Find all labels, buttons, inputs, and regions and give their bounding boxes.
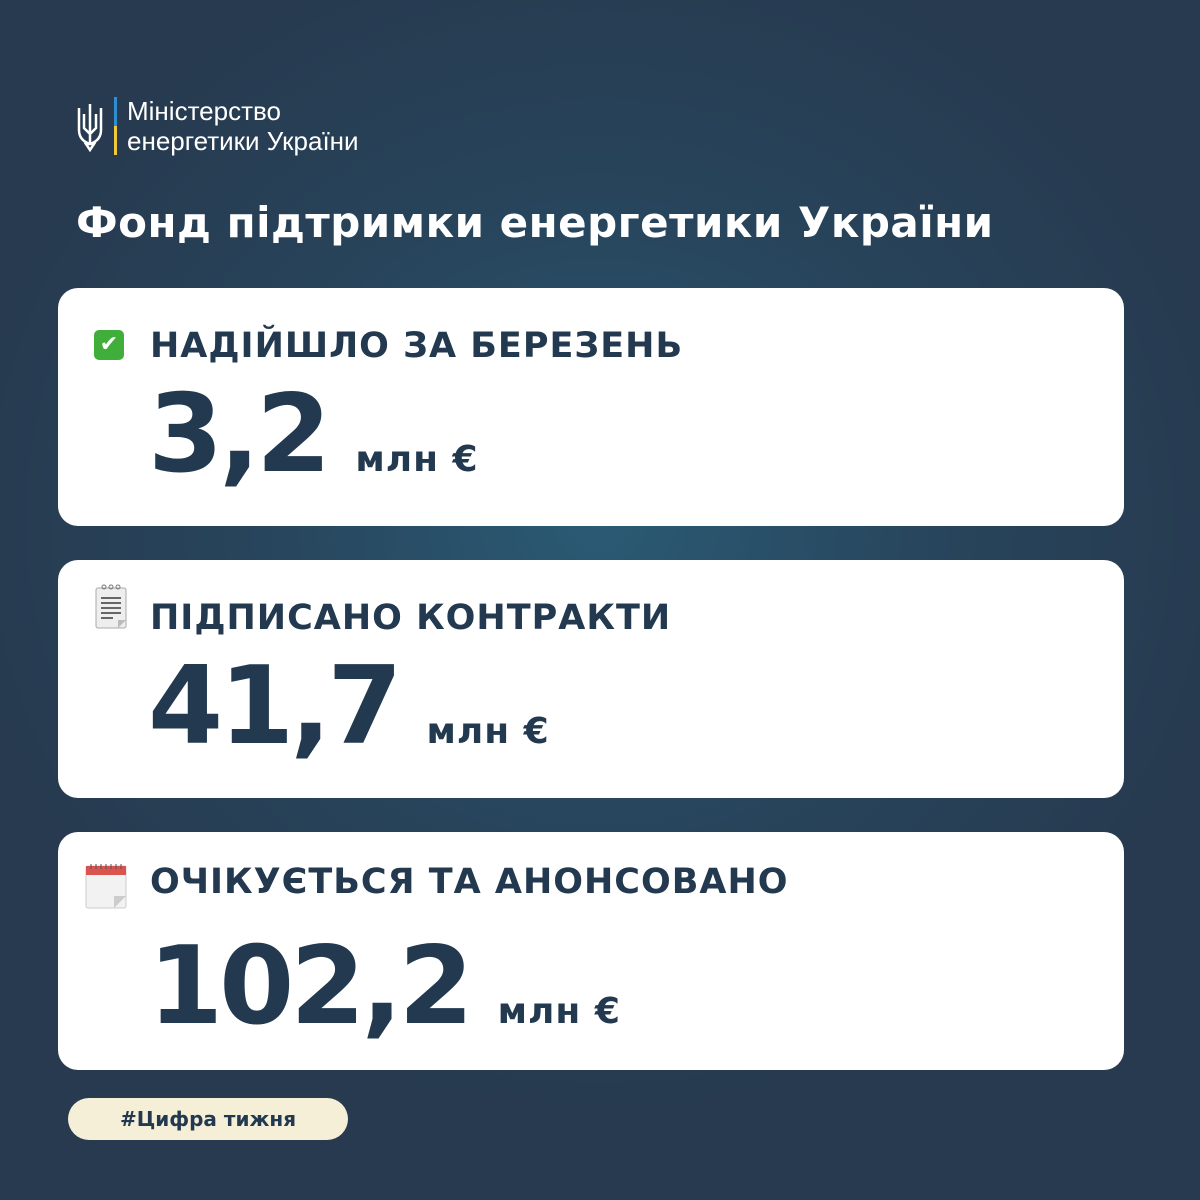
trident-icon: [77, 104, 103, 152]
card-value-row: 41,7 млн €: [148, 642, 550, 797]
card-value: 102,2: [148, 924, 474, 1049]
hashtag-badge: #Цифра тижня: [68, 1098, 348, 1140]
card-contracts: ПІДПИСАНО КОНТРАКТИ 41,7 млн €: [58, 560, 1124, 798]
card-label: ОЧІКУЄТЬСЯ ТА АНОНСОВАНО: [150, 862, 789, 902]
ministry-logo: Міністерство енергетики України: [76, 96, 359, 156]
flag-divider: [114, 97, 117, 155]
card-value-row: 102,2 млн €: [148, 922, 621, 1077]
card-received: ✔ НАДІЙШЛО ЗА БЕРЕЗЕНЬ 3,2 млн €: [58, 288, 1124, 526]
card-expected: ОЧІКУЄТЬСЯ ТА АНОНСОВАНО 102,2 млн €: [58, 832, 1124, 1070]
card-label: НАДІЙШЛО ЗА БЕРЕЗЕНЬ: [150, 326, 684, 366]
card-unit: млн €: [426, 711, 550, 752]
card-value: 41,7: [148, 644, 402, 769]
card-unit: млн €: [355, 439, 479, 480]
card-value: 3,2: [148, 372, 331, 497]
card-unit: млн €: [497, 991, 621, 1032]
calendar-icon: [84, 862, 130, 910]
ministry-name-line2: енергетики України: [127, 126, 359, 156]
notepad-icon: [94, 582, 128, 629]
card-label: ПІДПИСАНО КОНТРАКТИ: [150, 598, 672, 638]
page-title: Фонд підтримки енергетики України: [76, 198, 994, 247]
ministry-name-line1: Міністерство: [127, 96, 281, 126]
card-value-row: 3,2 млн €: [148, 370, 479, 525]
check-mark-icon: ✔: [94, 330, 124, 360]
